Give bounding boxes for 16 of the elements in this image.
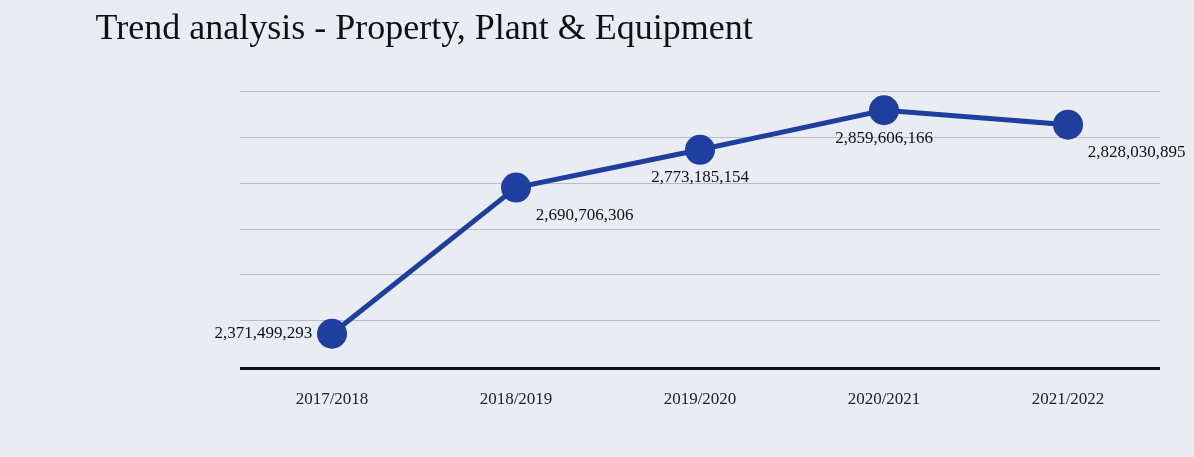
data-label: 2,773,185,154 xyxy=(651,167,750,187)
chart-title: Trend analysis - Property, Plant & Equipment xyxy=(95,6,753,47)
x-tick-label: 2021/2022 xyxy=(1031,389,1105,409)
x-tick-label: 2019/2020 xyxy=(663,389,737,409)
data-label: 2,859,606,166 xyxy=(835,127,933,147)
data-label: 2,828,030,895 xyxy=(1087,142,1186,162)
x-tick-label: 2017/2018 xyxy=(295,389,369,409)
point xyxy=(869,95,899,126)
point xyxy=(1053,109,1083,140)
point xyxy=(317,318,347,349)
point xyxy=(685,134,715,165)
data-label: 2,371,499,293 xyxy=(214,323,313,342)
x-tick-label: 2020/2021 xyxy=(847,389,921,409)
point xyxy=(501,172,531,203)
data-label: 2,690,706,306 xyxy=(535,205,634,225)
x-tick-label: 2018/2019 xyxy=(479,389,553,409)
